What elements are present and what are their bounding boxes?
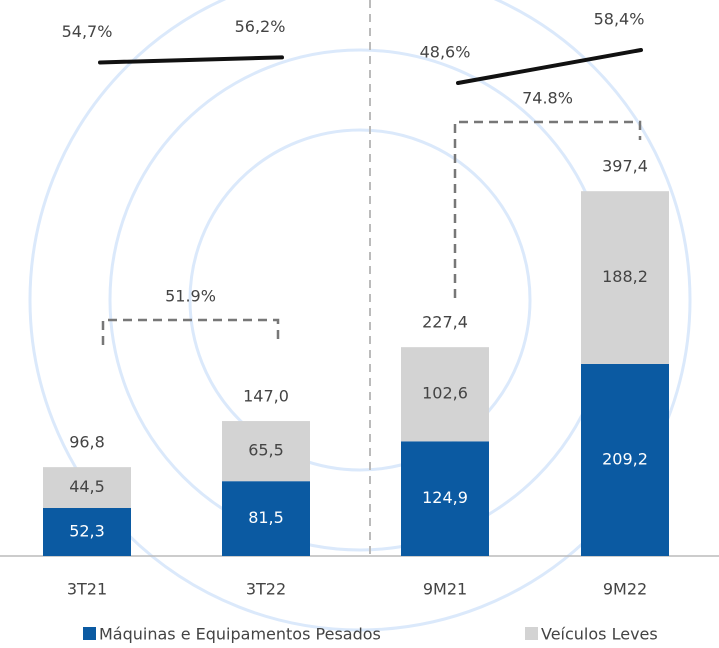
segment-label: 81,5	[248, 508, 284, 527]
growth-label: 74.8%	[522, 89, 573, 108]
bar-segment	[222, 421, 310, 482]
segment-label: 124,9	[422, 488, 468, 507]
x-tick-label: 3T21	[67, 580, 107, 599]
total-label: 96,8	[69, 433, 105, 452]
x-tick-label: 3T22	[246, 580, 286, 599]
legend-swatch	[83, 627, 96, 640]
segment-label: 102,6	[422, 384, 468, 403]
total-label: 397,4	[602, 157, 648, 176]
segment-label: 52,3	[69, 521, 105, 540]
bar-segment	[43, 467, 131, 508]
legend-label: Veículos Leves	[541, 625, 658, 644]
margin-label: 56,2%	[235, 17, 286, 36]
legend-swatch	[525, 627, 538, 640]
total-label: 227,4	[422, 313, 468, 332]
margin-label: 58,4%	[594, 9, 645, 28]
segment-label: 65,5	[248, 441, 284, 460]
legend-label: Máquinas e Equipamentos Pesados	[99, 625, 381, 644]
background-decoration	[28, 0, 692, 632]
growth-label: 51.9%	[165, 287, 216, 306]
bar-segment	[401, 441, 489, 556]
margin-label: 48,6%	[420, 43, 471, 62]
growth-bracket	[101, 318, 280, 345]
x-tick-label: 9M22	[603, 580, 647, 599]
total-label: 147,0	[243, 387, 289, 406]
x-tick-label: 9M21	[423, 580, 467, 599]
bar-segment	[581, 363, 669, 556]
margin-line	[456, 47, 643, 86]
segment-label: 188,2	[602, 267, 648, 286]
bar-segment	[43, 507, 131, 556]
bar-segment	[581, 191, 669, 364]
margin-label: 54,7%	[62, 22, 113, 41]
bar-segment	[401, 347, 489, 442]
segment-label: 209,2	[602, 449, 648, 468]
segment-label: 44,5	[69, 477, 105, 496]
bar-segment	[222, 481, 310, 556]
margin-line	[98, 55, 284, 65]
